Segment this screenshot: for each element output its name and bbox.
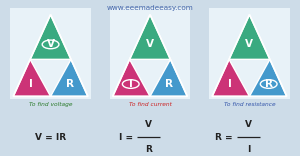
- Text: V = IR: V = IR: [35, 133, 66, 142]
- Polygon shape: [249, 59, 287, 96]
- Text: To find resistance: To find resistance: [224, 102, 275, 107]
- Text: I: I: [247, 145, 250, 154]
- Text: www.eeemadeeasy.com: www.eeemadeeasy.com: [106, 5, 194, 11]
- Text: V: V: [145, 120, 152, 129]
- Text: R: R: [146, 145, 152, 154]
- Polygon shape: [13, 59, 51, 96]
- Text: R: R: [265, 79, 273, 89]
- Text: R =: R =: [215, 133, 236, 142]
- Polygon shape: [229, 15, 270, 59]
- Text: V: V: [46, 39, 55, 49]
- Polygon shape: [130, 15, 170, 59]
- Text: V: V: [146, 39, 154, 49]
- Text: R: R: [66, 79, 74, 89]
- Text: I: I: [228, 79, 232, 89]
- Polygon shape: [150, 59, 187, 96]
- Polygon shape: [51, 59, 88, 96]
- FancyBboxPatch shape: [10, 8, 91, 100]
- FancyBboxPatch shape: [209, 8, 290, 100]
- Text: R: R: [165, 79, 173, 89]
- Polygon shape: [212, 59, 249, 96]
- Text: V: V: [245, 120, 252, 129]
- Text: I =: I =: [119, 133, 136, 142]
- Text: V: V: [245, 39, 253, 49]
- Text: I: I: [129, 79, 133, 89]
- FancyBboxPatch shape: [110, 8, 190, 100]
- Text: I: I: [29, 79, 33, 89]
- Polygon shape: [113, 59, 150, 96]
- Text: To find current: To find current: [129, 102, 171, 107]
- Polygon shape: [30, 15, 71, 59]
- Text: To find voltage: To find voltage: [29, 102, 72, 107]
